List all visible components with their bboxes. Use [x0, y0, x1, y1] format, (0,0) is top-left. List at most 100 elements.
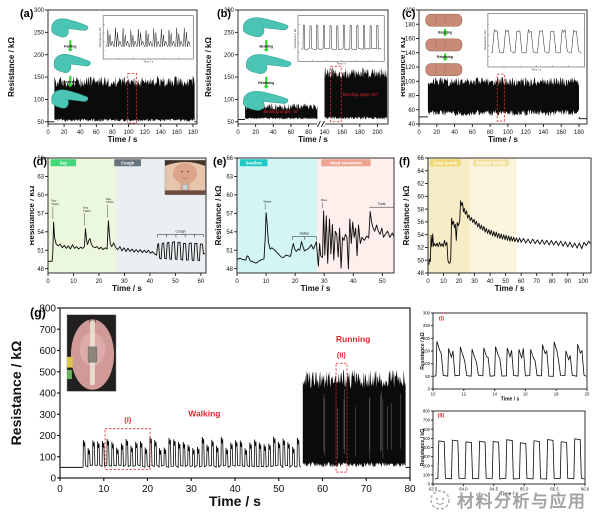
x-axis-label: Time / s	[501, 397, 520, 403]
y-axis-label: Resistance / kΩ	[402, 185, 411, 245]
x-tick-label: 30	[121, 279, 128, 285]
y-tick-label: 56	[417, 220, 424, 226]
hand-illustration	[51, 18, 89, 38]
y-tick-label: 300	[423, 311, 431, 316]
hand-action-label: Folding	[64, 44, 76, 48]
y-tick-label: 0	[428, 387, 431, 392]
x-tick-label: 20	[252, 130, 259, 136]
x-tick-label: 180	[574, 130, 585, 136]
x-tick-label: 40	[77, 130, 84, 136]
plot-frame	[432, 312, 588, 390]
inset-x-label: Time / s	[531, 67, 541, 71]
y-tick-label: 180	[405, 22, 416, 28]
y-tick-label: 100	[34, 98, 45, 104]
x-tick-label: 80	[487, 130, 494, 136]
x-axis-label: Time / s	[488, 135, 518, 144]
region-chip-label: Deep breath	[434, 160, 458, 165]
panel-e: Swallow Head movement Water Saliva Rise Twist…	[215, 152, 399, 299]
y-tick-label: 600	[423, 427, 431, 432]
x-axis-label: Time / s	[500, 492, 519, 498]
y-tick-label: 300	[224, 8, 235, 14]
activity-region	[469, 158, 517, 273]
x-tick-label: 80	[305, 130, 312, 136]
x-tick-label: 10	[440, 279, 447, 285]
watermark-logo-icon	[430, 489, 450, 510]
y-tick-label: 48	[226, 267, 233, 273]
plot-frame	[47, 157, 207, 274]
x-tick-label: 40	[350, 279, 357, 285]
hand-action-label: Releasing	[437, 55, 453, 59]
watermark-text: 材料分析与应用	[457, 492, 587, 511]
y-tick-label: 200	[423, 336, 431, 341]
x-tick-label: 65.0	[520, 487, 529, 492]
x-tick-label: 60	[93, 130, 100, 136]
x-axis-label: Time / s	[495, 284, 525, 293]
y-tick-label: 250	[423, 323, 431, 328]
x-tick-label: 50	[379, 279, 386, 285]
peak-label: 'Hello'	[51, 202, 60, 206]
panel-ii-chart: (II) 63.5 64.0 64.5 65.0 65.5 66.0 0 100 200 300 40…	[420, 409, 590, 498]
x-tick-label: 64.5	[490, 487, 499, 492]
region-chip	[321, 159, 371, 167]
x-tick-label: 20	[456, 279, 463, 285]
region-chip	[430, 159, 461, 167]
peak-label: Say	[106, 197, 112, 201]
y-tick-label: 50	[227, 120, 234, 126]
panel-a-chart: Resistance / kΩ Time / s Folding Loosening 0…	[7, 8, 199, 144]
trace	[428, 200, 591, 265]
region-chip-label: Regular breath	[476, 160, 505, 165]
highlight-box	[496, 73, 505, 122]
y-tick-label: 300	[423, 454, 431, 459]
hand-illustration	[243, 17, 289, 37]
hand-illustration	[51, 89, 89, 109]
y-tick-label: 150	[423, 349, 431, 354]
y-tick-label: 500	[39, 367, 56, 378]
plot-frame	[237, 9, 389, 125]
y-tick-label: 48	[417, 271, 424, 277]
plot-frame	[236, 157, 395, 274]
trace-pulses	[433, 341, 587, 377]
y-tick-label: 63	[37, 175, 44, 181]
fist-illustration	[425, 13, 463, 27]
hand-illustration	[53, 54, 91, 73]
x-tick-label: 70	[361, 484, 373, 495]
x-tick-label: 20	[61, 130, 68, 136]
region-chip-label: Say	[60, 160, 68, 165]
x-tick-label: 50	[172, 279, 179, 285]
x-tick-label: 160	[172, 130, 183, 136]
annotation-text: Walking	[188, 408, 220, 418]
annotation-text: (II)	[337, 350, 347, 359]
panel-d: Say Cough Say 'Hello' Say 'Hello' Say 'Hello' Co…	[30, 152, 213, 299]
y-tick-label: 200	[39, 431, 56, 442]
x-tick-label: 30	[321, 279, 328, 285]
y-tick-label: 80	[408, 94, 415, 100]
y-axis-label: Resistance / kΩ	[7, 37, 16, 97]
x-axis-label: Time / s	[301, 284, 331, 293]
trace-pulses	[81, 436, 301, 469]
x-tick-label: 60	[288, 130, 295, 136]
y-tick-label: 200	[224, 53, 235, 59]
y-axis-label: Resistance / kΩ	[204, 37, 213, 97]
x-tick-label: 0	[426, 279, 430, 285]
trace-band	[302, 369, 406, 468]
inset-trace	[300, 24, 382, 50]
y-tick-label: 300	[34, 8, 45, 14]
x-tick-label: 140	[156, 130, 167, 136]
y-tick-label: 66	[226, 156, 233, 162]
inset-trace	[490, 28, 582, 54]
x-tick-label: 160	[556, 130, 567, 136]
peak-label: Say	[83, 205, 89, 209]
x-tick-label: 20	[292, 279, 299, 285]
inset-plot-frame	[102, 15, 194, 60]
annotation-text: Bending angle: 90°	[343, 92, 379, 97]
panel-c-label: (c)	[402, 8, 416, 20]
y-tick-label: 0	[50, 474, 56, 485]
x-tick-label: 40	[147, 279, 154, 285]
panel-c-chart: Resistance / kΩ Time / s Bending Releasing 0…	[401, 8, 588, 144]
y-tick-label: 250	[34, 31, 45, 37]
trace	[236, 210, 395, 270]
bracket-label: Cough	[176, 229, 186, 233]
inset-x-label: Time / s	[143, 59, 153, 63]
fist-illustration	[425, 38, 463, 52]
panel-f-label: (f)	[399, 156, 410, 168]
